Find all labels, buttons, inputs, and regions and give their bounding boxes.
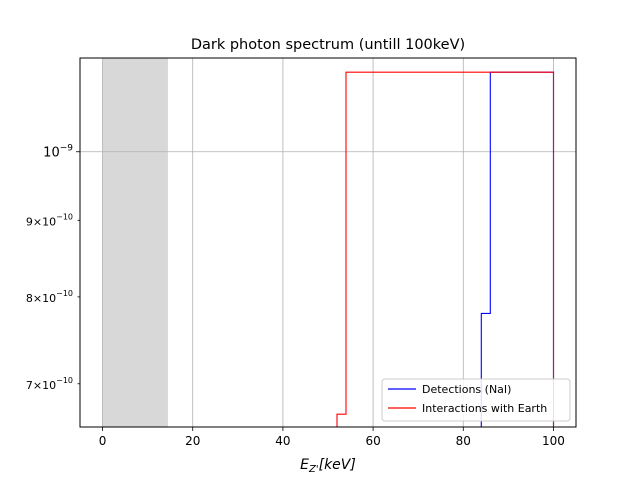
tick-layer: 0 20 40 60 80 100 10−9 9×10−10 8×10−10 7×10−10 — [26, 144, 565, 448]
x-tick-label: 60 — [365, 434, 380, 448]
x-tick-label: 40 — [275, 434, 290, 448]
y-tick-label: 9×10−10 — [26, 212, 73, 228]
x-axis-label: EZ'[keV] — [300, 457, 356, 475]
y-tick-label: 7×10−10 — [26, 376, 73, 392]
legend: Detections (NaI) Interactions with Earth — [381, 378, 571, 422]
series-layer — [336, 71, 555, 427]
plot-frame — [79, 57, 577, 428]
x-tick-label: 20 — [185, 434, 200, 448]
chart-title: Dark photon spectrum (untill 100keV) — [191, 37, 465, 53]
x-tick-label: 80 — [456, 434, 471, 448]
legend-box — [381, 378, 571, 422]
y-tick-label: 10−9 — [43, 144, 73, 161]
x-tick-label: 0 — [99, 434, 107, 448]
shaded-region — [102, 58, 168, 427]
legend-label: Interactions with Earth — [422, 402, 547, 415]
series-line-2 — [336, 71, 555, 427]
y-tick-label: 8×10−10 — [26, 289, 73, 305]
x-tick-label: 100 — [542, 434, 565, 448]
shade-layer — [102, 58, 168, 427]
legend-label: Detections (NaI) — [422, 383, 511, 396]
